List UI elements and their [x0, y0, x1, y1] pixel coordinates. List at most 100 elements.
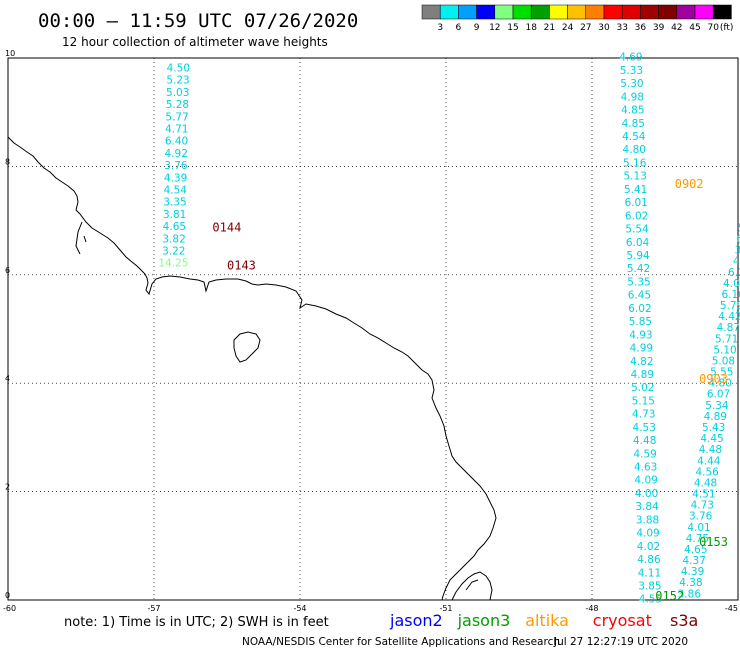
wave-height-value: 4.54 [164, 185, 188, 197]
wave-height-value: 5.15 [632, 395, 655, 407]
wave-height-value: 4.87 [717, 322, 740, 334]
wave-height-value: 5.41 [624, 184, 647, 196]
wave-height-value: 4.09 [634, 475, 657, 487]
wave-height-value: 4.65 [163, 221, 186, 233]
wave-height-value: 4.89 [631, 369, 654, 381]
wave-height-value: 4.99 [630, 343, 653, 355]
wave-height-value: 4.85 [622, 118, 645, 130]
wave-height-value: 4.48 [694, 477, 717, 489]
colorbar-swatch [512, 4, 532, 20]
pass-label: 0143 [227, 258, 256, 272]
wave-height-value: 6.02 [628, 303, 651, 315]
x-tick-label: -57 [147, 604, 160, 613]
colorbar-swatch [549, 4, 568, 20]
wave-height-value: 4.39 [681, 566, 704, 578]
colorbar-label: 12 [489, 23, 500, 33]
colorbar-legend: 3 6 9 12 15 18 21 24 27 30 33 36 39 42 45 70 (ft) [421, 4, 733, 33]
colorbar-swatch [676, 4, 696, 20]
colorbar-swatch [458, 4, 477, 20]
y-tick-label: 10 [5, 49, 15, 58]
wave-height-value: 3.76 [689, 511, 713, 523]
wave-height-value: 6.04 [626, 237, 650, 249]
x-tick-label: -48 [585, 604, 598, 613]
wave-height-value: 4.80 [623, 144, 646, 156]
wave-height-value: 4.39 [164, 172, 187, 184]
wave-height-value: 5.54 [625, 224, 649, 236]
colorbar-swatch [439, 4, 459, 20]
colorbar-swatch [640, 4, 659, 20]
pass-label: 0144 [212, 220, 241, 234]
wave-height-value: 3.76 [164, 160, 188, 172]
wave-height-value: 4.82 [630, 356, 653, 368]
wave-height-value: 6.01 [624, 197, 647, 209]
wave-height-value: 6.02 [625, 210, 648, 222]
wave-height-value: 3.35 [163, 197, 186, 209]
wave-height-value: 5.28 [166, 99, 189, 111]
wave-height-value: 5.03 [166, 87, 189, 99]
wave-height-value: 4.09 [636, 528, 659, 540]
wave-height-value: 4.85 [621, 105, 644, 117]
wave-height-value: 5.02 [631, 382, 654, 394]
wave-height-value: 5.85 [629, 316, 652, 328]
plot-frame [7, 57, 739, 601]
colorbar-swatch [658, 4, 678, 20]
wave-height-value: 5.08 [712, 355, 735, 367]
wave-height-value: 6. [736, 234, 740, 246]
wave-height-value: 6.40 [165, 136, 188, 148]
wave-height-value: 3.86 [678, 588, 702, 600]
y-tick-label: 6 [5, 266, 10, 275]
colorbar-swatch [694, 4, 714, 20]
map-title: 00:00 – 11:59 UTC 07/26/2020 [38, 10, 358, 32]
wave-height-value: 5.71 [715, 333, 738, 345]
wave-height-value: 6.2 [728, 267, 740, 279]
wave-height-value: 5.33 [620, 65, 643, 77]
wave-height-value: 4.73 [691, 500, 714, 512]
wave-height-value: 5. [738, 222, 740, 234]
x-tick-label: -54 [293, 604, 306, 613]
pass-label: 0902 [675, 177, 704, 191]
colorbar-label: 39 [653, 23, 665, 33]
wave-height-value: 5.23 [166, 75, 189, 87]
x-tick-label: -60 [3, 604, 16, 613]
wave-height-value: 4.11 [638, 567, 661, 579]
wave-height-value: 4.51 [692, 489, 715, 501]
colorbar-label: 18 [525, 23, 537, 33]
wave-height-value: 4.89 [704, 411, 727, 423]
wave-height-value: 4.56 [695, 466, 719, 478]
colorbar-label: 33 [616, 23, 627, 33]
colorbar-swatch [476, 4, 496, 20]
wave-height-value: 4.37 [683, 555, 706, 567]
wave-height-value: 3. [735, 245, 740, 257]
y-tick-label: 2 [5, 483, 10, 492]
wave-height-value: 4.73 [632, 409, 655, 421]
colorbar-label: 70 [707, 23, 719, 33]
timestamp-text: Jul 27 12:27:19 UTC 2020 [553, 636, 688, 648]
colorbar-label: 21 [544, 23, 555, 33]
satellite-legend: jason2 jason3 altika cryosat s3a [389, 611, 698, 630]
wave-height-value: 4.86 [637, 554, 661, 566]
colorbar-label: 42 [671, 23, 682, 33]
wave-height-value: 3.84 [635, 501, 659, 513]
wave-height-value: 4.92 [165, 148, 188, 160]
y-tick-label: 0 [5, 591, 10, 600]
colorbar-label: 15 [507, 23, 518, 33]
colorbar-swatch [585, 4, 605, 20]
footer-note: note: 1) Time is in UTC; 2) SWH is in fe… [64, 615, 329, 630]
satellite-legend-item: jason3 [457, 611, 511, 630]
y-tick-label: 4 [5, 374, 10, 383]
wave-height-value: 4.01 [723, 278, 740, 290]
colorbar-label: 3 [437, 23, 443, 33]
colorbar-swatch [530, 4, 550, 20]
colorbar-swatch [567, 4, 587, 20]
wave-height-value: 5.10 [713, 344, 736, 356]
colorbar-swatch [621, 4, 641, 20]
colorbar-swatch [603, 4, 623, 20]
satellite-legend-item: jason2 [389, 611, 443, 630]
wave-height-value: 4.48 [633, 435, 656, 447]
wave-height-value: 6.45 [628, 290, 651, 302]
wave-height-value: 5.13 [624, 171, 647, 183]
wave-height-value: 4.54 [622, 131, 646, 143]
colorbar-label: 9 [474, 23, 480, 33]
coastline [7, 136, 497, 601]
satellite-legend-item: s3a [670, 611, 698, 630]
